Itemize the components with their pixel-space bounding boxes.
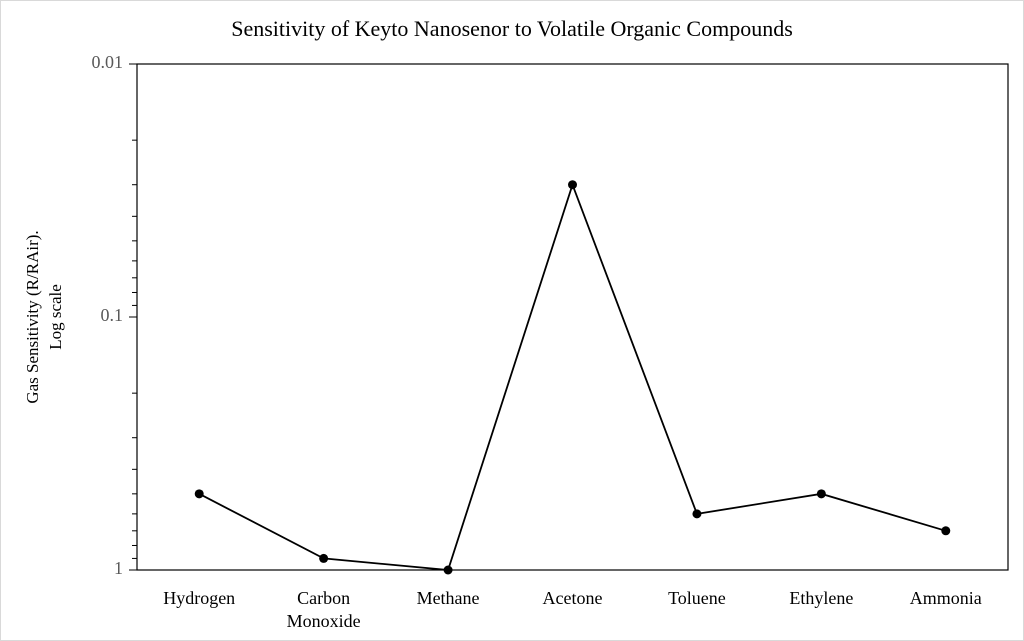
x-tick-label: Hydrogen [163,588,236,608]
marker [692,509,702,519]
x-tick-label: Ammonia [909,588,982,608]
marker [194,489,204,499]
marker [568,180,577,190]
line [198,181,947,571]
x-tick-label: Methane [416,588,480,608]
x-tick-label: Toluene [668,588,726,608]
marker [443,565,453,575]
y-tick-label: 1 [114,558,123,578]
x-tick-label: Carbon Monoxide [286,588,361,631]
y-axis-label: Log scale [46,284,65,350]
marker [941,526,951,536]
plot-frame [136,63,1009,571]
y-tick-label: 0.01 [92,52,124,72]
y-tick-label: 0.1 [101,305,124,325]
y-axis-label: Gas Sensitivity (R/RAir). [23,230,42,403]
x-tick-label: Ethylene [789,588,854,608]
marker [319,553,329,563]
x-tick-label: Acetone [542,588,603,608]
marker [816,489,826,499]
chart-title: Sensitivity of Keyto Nanosenor to Volati… [231,16,793,41]
